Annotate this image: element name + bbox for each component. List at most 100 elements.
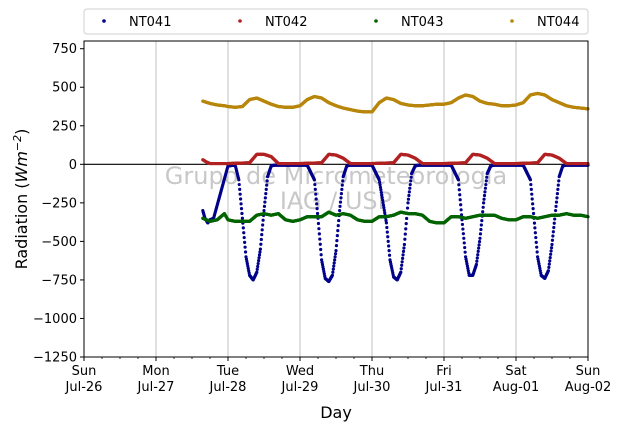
data-point: [378, 183, 382, 187]
data-point: [335, 234, 339, 238]
data-point: [265, 183, 269, 187]
data-point: [259, 237, 263, 242]
data-point: [378, 180, 382, 184]
data-point: [551, 234, 555, 238]
data-point: [313, 182, 317, 187]
data-point: [483, 186, 487, 190]
legend-label: NT042: [265, 15, 307, 30]
data-point: [385, 225, 389, 230]
data-point: [459, 208, 463, 212]
data-point: [399, 267, 403, 271]
data-point: [264, 192, 268, 196]
data-point: [555, 192, 560, 196]
series-NT044: [201, 91, 590, 114]
data-point: [482, 197, 486, 201]
data-point: [484, 179, 488, 183]
x-tick-label-date: Jul-30: [353, 380, 391, 395]
data-point: [461, 232, 465, 236]
data-point: [340, 187, 344, 191]
legend-item: NT044: [510, 15, 579, 30]
y-tick-label: 0: [69, 158, 77, 173]
data-point: [312, 178, 316, 182]
legend-label: NT041: [129, 15, 171, 30]
x-tick-label-day: Fri: [436, 364, 452, 379]
data-point: [257, 259, 261, 263]
data-point: [531, 211, 536, 216]
data-point: [555, 196, 559, 200]
data-point: [549, 249, 553, 253]
data-point: [459, 203, 463, 207]
data-point: [239, 197, 243, 201]
data-point: [474, 262, 478, 267]
data-point: [475, 259, 479, 263]
data-point: [386, 235, 390, 239]
data-point: [557, 179, 561, 183]
data-point: [242, 231, 246, 235]
data-point: [482, 193, 487, 198]
data-point: [405, 206, 410, 210]
data-point: [478, 236, 482, 240]
x-tick-label-date: Jul-27: [137, 380, 175, 395]
legend-item: NT041: [102, 15, 171, 30]
data-point: [547, 262, 551, 266]
data-point: [257, 256, 261, 260]
x-tick-label-date: Aug-01: [493, 380, 540, 395]
data-point: [265, 179, 269, 183]
data-point: [550, 238, 555, 242]
data-point: [379, 190, 383, 195]
legend-label: NT044: [537, 15, 579, 30]
data-point: [337, 218, 341, 223]
data-point: [315, 202, 319, 206]
data-point: [313, 187, 317, 191]
legend-item: NT042: [238, 15, 307, 30]
y-tick-label: −750: [41, 273, 77, 288]
data-point: [457, 188, 461, 192]
data-point: [387, 249, 391, 253]
data-point: [256, 264, 260, 269]
data-point: [239, 207, 244, 211]
data-point: [260, 233, 264, 237]
data-point: [400, 263, 404, 267]
data-point: [548, 259, 552, 263]
data-point: [314, 197, 318, 201]
data-point: [243, 240, 247, 244]
data-point: [319, 253, 323, 257]
data-point: [409, 179, 413, 183]
data-point: [239, 202, 243, 206]
data-point: [535, 245, 539, 249]
data-point: [336, 223, 340, 228]
data-point: [549, 252, 553, 256]
data-point: [334, 244, 339, 248]
legend-item: NT043: [374, 15, 443, 30]
data-point: [257, 253, 262, 257]
data-point: [404, 227, 408, 231]
data-point: [407, 193, 411, 198]
data-point: [379, 188, 383, 192]
data-point: [240, 216, 244, 220]
data-point: [402, 246, 406, 250]
data-point: [339, 192, 343, 196]
x-tick-label-day: Sun: [576, 364, 601, 379]
data-point: [243, 250, 248, 254]
data-point: [317, 227, 321, 231]
data-point: [314, 192, 318, 196]
data-point: [237, 178, 241, 182]
data-point: [549, 246, 554, 250]
data-point: [333, 258, 337, 262]
data-point: [241, 226, 245, 230]
data-point: [339, 196, 343, 200]
x-tick-label-date: Aug-02: [565, 380, 612, 395]
x-tick-label-date: Jul-28: [209, 380, 247, 395]
x-tick-label-day: Thu: [359, 364, 384, 379]
legend-marker: [510, 19, 514, 23]
data-point: [242, 235, 246, 240]
data-point: [237, 182, 241, 187]
data-point: [382, 208, 386, 212]
data-point: [333, 255, 337, 259]
data-point: [316, 221, 321, 226]
y-tick-label: 500: [52, 81, 77, 96]
data-point: [261, 223, 265, 227]
data-point: [401, 253, 405, 257]
x-tick-label-day: Mon: [142, 364, 169, 379]
data-point: [476, 249, 480, 254]
